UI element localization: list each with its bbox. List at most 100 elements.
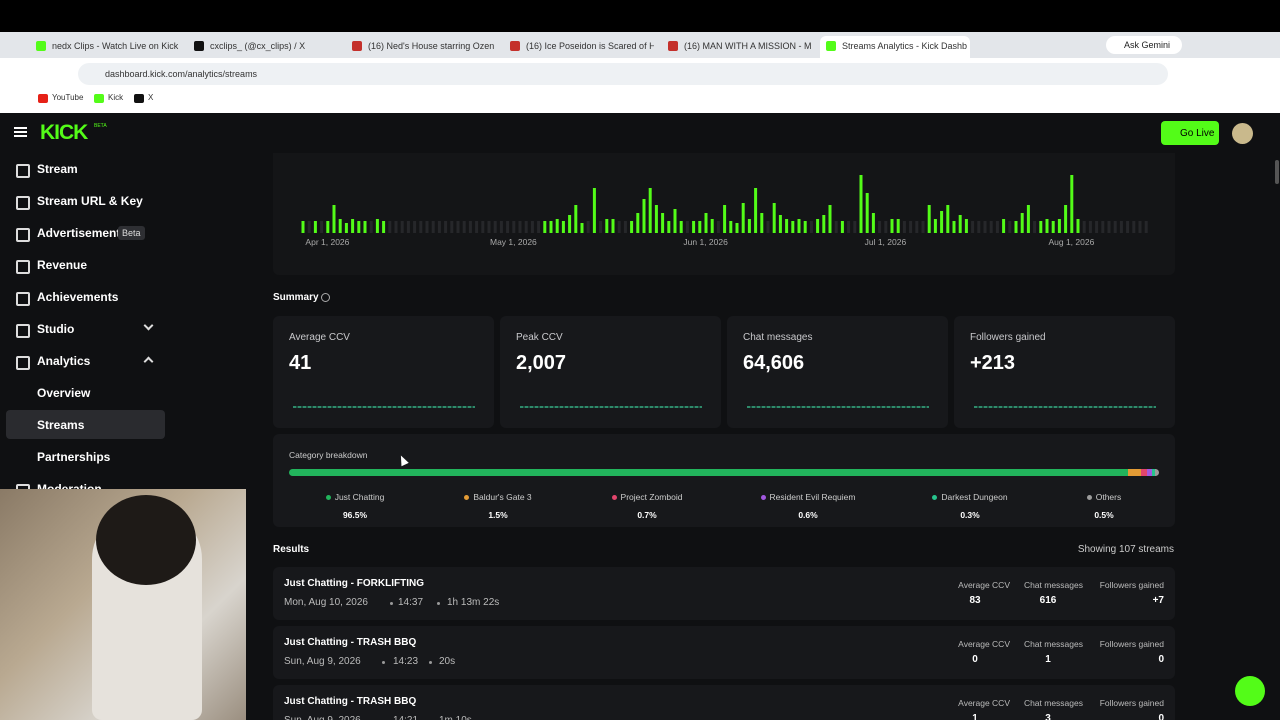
timeline-bar [456, 221, 460, 233]
main: Mar 31, 2026 - Aug 10, 2026All streamsTo… [0, 153, 1280, 720]
ask-gemini[interactable]: Ask Gemini [1106, 36, 1182, 54]
address-bar[interactable]: dashboard.kick.com/analytics/streams [78, 63, 1168, 85]
nav-item[interactable]: Stream URL & Key [16, 194, 143, 210]
browser-tab[interactable]: nedx Clips - Watch Live on Kick [30, 36, 180, 58]
timeline-bar [481, 221, 485, 233]
browser-tab[interactable]: Streams Analytics - Kick Dashb [820, 36, 970, 58]
stream-time: 14:23 [393, 656, 419, 667]
timeline-bar [1101, 221, 1105, 233]
stat-value: 0 [1158, 713, 1164, 720]
menu-icon[interactable] [14, 127, 27, 129]
nav-item[interactable]: Revenue [16, 258, 87, 274]
nav-item[interactable]: Overview [37, 386, 91, 400]
nav-item[interactable]: Achievements [16, 290, 118, 306]
nav-item[interactable]: Studio [16, 322, 74, 338]
nav-item[interactable]: Stream [16, 162, 78, 178]
timeline-bar [704, 213, 708, 233]
legend-name: Darkest Dungeon [932, 492, 1008, 502]
timeline-bar [896, 219, 900, 233]
timeline-bar [797, 219, 801, 233]
timeline-bar [537, 221, 541, 233]
stat-value: 64,606 [743, 352, 805, 374]
timeline-bar [444, 221, 448, 233]
stat-value: 1 [1045, 654, 1051, 665]
bookmark[interactable]: YouTube [52, 93, 84, 102]
timeline-bar [1088, 221, 1092, 233]
timeline-bar [828, 205, 832, 233]
browser-tab[interactable]: (16) Ice Poseidon is Scared of H [504, 36, 654, 58]
summary-card: Followers gained +213 [954, 316, 1175, 428]
section-title: Results [273, 544, 310, 555]
timeline-bar [735, 223, 739, 233]
timeline-bar [524, 221, 528, 233]
scrollbar[interactable] [1275, 160, 1279, 184]
stat-label: Followers gained [1099, 639, 1164, 649]
timeline-bar [1064, 205, 1068, 233]
timeline-bar [611, 219, 615, 233]
go-live-button[interactable]: Go Live [1161, 121, 1219, 145]
timeline-bar [1008, 221, 1012, 233]
timeline-bar [673, 209, 677, 233]
timeline-bar [561, 221, 565, 233]
tab-strip [0, 32, 1280, 58]
card-title: Category breakdown [289, 450, 368, 460]
legend-name: Resident Evil Requiem [760, 492, 855, 502]
legend-value: 0.3% [960, 510, 980, 520]
bookmark[interactable]: Kick [108, 93, 124, 102]
result-row[interactable]: Just Chatting - FORKLIFTING Mon, Aug 10, … [273, 567, 1175, 620]
x-tick-label: Aug 1, 2026 [1048, 237, 1094, 247]
timeline-bar [902, 221, 906, 233]
timeline-bar [555, 219, 559, 233]
timeline-bar [413, 221, 417, 233]
browser-tab[interactable]: cxclips_ (@cx_clips) / X [188, 36, 338, 58]
timeline-bar [977, 221, 981, 233]
category-segment [289, 469, 1128, 476]
legend-dot [1086, 495, 1092, 500]
timeline-bar [952, 221, 956, 233]
stream-duration: 20s [439, 656, 456, 667]
stat-label: Chat messages [1023, 639, 1083, 649]
bookmark-icon [38, 94, 48, 103]
timeline-bar [772, 203, 776, 233]
legend-dot [464, 495, 470, 500]
timeline-bar [1144, 221, 1148, 233]
bookmark[interactable]: X [148, 93, 154, 102]
timeline-bar [419, 221, 423, 233]
logo[interactable]: KICK [40, 121, 88, 144]
timeline-bar [313, 221, 317, 233]
nav-item[interactable]: Advertisement [16, 226, 120, 242]
timeline-bar [698, 221, 702, 233]
timeline-bar [1132, 221, 1136, 233]
timeline-bar [890, 219, 894, 233]
timeline-bar [685, 221, 689, 233]
timeline-bar [425, 221, 429, 233]
nav-item[interactable]: Partnerships [37, 450, 111, 464]
chat-button[interactable] [1235, 676, 1265, 706]
legend-value: 0.6% [798, 510, 818, 520]
browser-tab[interactable]: (16) Ned's House starring Ozen [346, 36, 496, 58]
timeline-bar [661, 213, 665, 233]
timeline-bar [1014, 221, 1018, 233]
stat-value: 41 [289, 352, 312, 374]
timeline-bar [586, 221, 590, 233]
legend-value: 1.5% [488, 510, 508, 520]
timeline-bar [921, 221, 925, 233]
browser-tab[interactable]: (16) MAN WITH A MISSION - M [662, 36, 812, 58]
stream-time: 14:21 [393, 715, 418, 720]
timeline-bar [518, 221, 522, 233]
legend-dot [932, 495, 938, 500]
legend-item: Project Zomboid 0.7% [567, 487, 727, 523]
separator [382, 661, 385, 664]
timeline-bar [1138, 221, 1142, 233]
category-segment [1127, 469, 1141, 476]
timeline-bar [741, 203, 745, 233]
timeline-bar [630, 221, 634, 233]
timeline-bar [958, 215, 962, 233]
nav-item[interactable]: Analytics [16, 354, 90, 370]
result-row[interactable]: Just Chatting - TRASH BBQ Sun, Aug 9, 202… [273, 685, 1175, 720]
result-row[interactable]: Just Chatting - TRASH BBQ Sun, Aug 9, 202… [273, 626, 1175, 679]
nav-item[interactable]: Streams [37, 418, 85, 432]
timeline-bar [933, 219, 937, 233]
avatar[interactable] [1232, 123, 1253, 144]
